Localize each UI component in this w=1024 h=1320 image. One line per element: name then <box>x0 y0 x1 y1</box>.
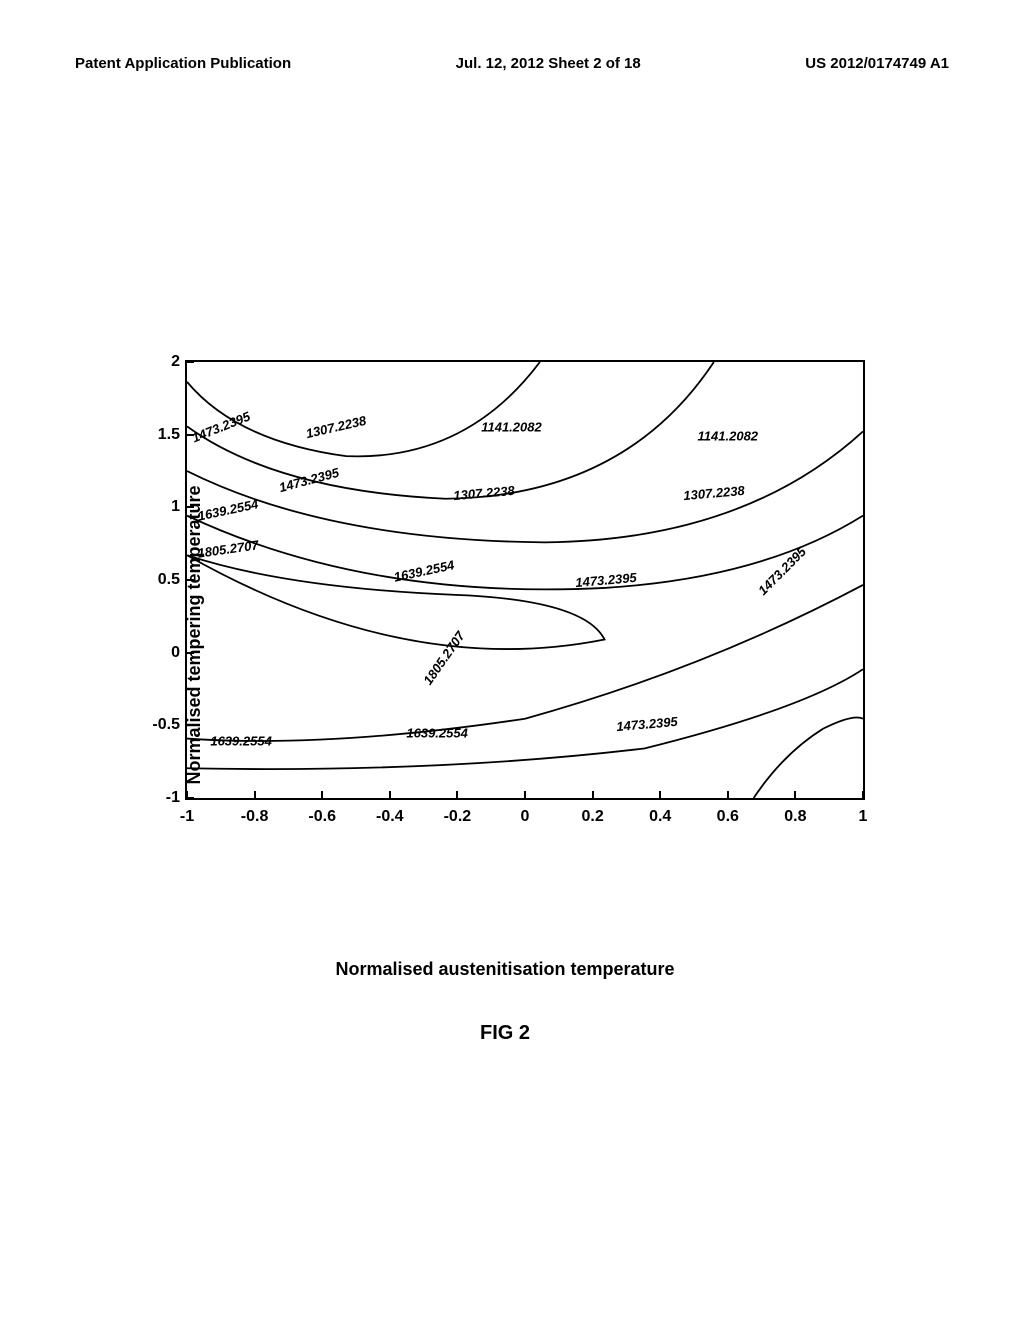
x-tick-label: 0.6 <box>717 808 739 826</box>
y-tick-mark <box>187 579 194 581</box>
x-tick-mark <box>321 791 323 798</box>
x-tick-label: -0.2 <box>444 808 472 826</box>
x-tick-label: 0.4 <box>649 808 671 826</box>
x-tick-mark <box>659 791 661 798</box>
x-tick-mark <box>524 791 526 798</box>
plot-area: 1473.23951307.22381141.20821141.20821473… <box>185 360 865 800</box>
header-center: Jul. 12, 2012 Sheet 2 of 18 <box>456 55 641 72</box>
y-tick-label: 2 <box>135 353 180 371</box>
y-tick-mark <box>187 361 194 363</box>
x-tick-label: 0 <box>521 808 530 826</box>
x-tick-mark <box>389 791 391 798</box>
contour-label: 1141.2082 <box>481 420 542 435</box>
y-tick-label: 1.5 <box>135 426 180 444</box>
y-tick-mark <box>187 652 194 654</box>
x-tick-label: -1 <box>180 808 194 826</box>
x-tick-label: 0.8 <box>784 808 806 826</box>
x-tick-label: 1 <box>859 808 868 826</box>
x-tick-mark <box>254 791 256 798</box>
x-tick-label: -0.6 <box>308 808 336 826</box>
y-tick-mark <box>187 434 194 436</box>
contour-curve <box>754 717 863 798</box>
contour-curve <box>187 585 863 741</box>
y-tick-label: 0 <box>135 644 180 662</box>
patent-header: Patent Application Publication Jul. 12, … <box>0 55 1024 72</box>
y-tick-label: -0.5 <box>135 716 180 734</box>
x-tick-mark <box>862 791 864 798</box>
x-tick-mark <box>794 791 796 798</box>
x-tick-mark <box>592 791 594 798</box>
header-right: US 2012/0174749 A1 <box>805 55 949 72</box>
contour-label: 1639.2554 <box>210 734 271 749</box>
y-tick-mark <box>187 797 194 799</box>
contour-label: 1639.2554 <box>406 725 467 740</box>
x-axis-label: Normalised austenitisation temperature <box>335 959 674 980</box>
x-tick-label: 0.2 <box>581 808 603 826</box>
y-tick-mark <box>187 506 194 508</box>
contour-curve <box>187 362 714 499</box>
figure-caption: FIG 2 <box>480 1022 530 1045</box>
x-tick-mark <box>727 791 729 798</box>
x-tick-label: -0.4 <box>376 808 404 826</box>
figure-container: Normalised tempering temperature 1473.23… <box>100 360 910 910</box>
x-tick-mark <box>456 791 458 798</box>
contour-curve <box>187 362 540 456</box>
header-left: Patent Application Publication <box>75 55 291 72</box>
y-tick-label: 0.5 <box>135 571 180 589</box>
y-tick-label: 1 <box>135 498 180 516</box>
x-tick-mark <box>186 791 188 798</box>
contour-label: 1141.2082 <box>698 429 759 444</box>
x-tick-label: -0.8 <box>241 808 269 826</box>
y-tick-label: -1 <box>135 789 180 807</box>
y-tick-mark <box>187 724 194 726</box>
